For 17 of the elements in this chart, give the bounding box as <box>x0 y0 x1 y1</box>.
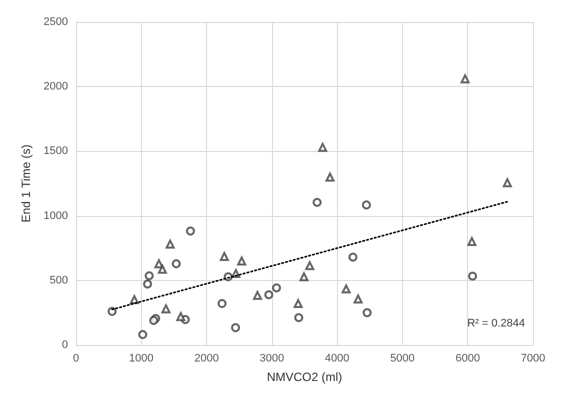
y-tick-label: 2500 <box>44 16 68 28</box>
annotation: R² = 0.2844 <box>467 318 526 330</box>
x-tick-label: 1000 <box>129 352 154 364</box>
x-tick-label: 7000 <box>520 352 546 364</box>
x-axis-title: NMVCO2 (ml) <box>266 370 342 384</box>
x-tick-label: 5000 <box>390 352 415 364</box>
x-tick-label: 3000 <box>260 352 284 364</box>
y-tick-label: 1500 <box>44 145 68 158</box>
y-tick-label: 500 <box>50 274 68 286</box>
y-tick-label: 0 <box>62 339 68 351</box>
x-tick-label: 2000 <box>194 352 219 364</box>
y-tick-label: 2000 <box>44 80 68 93</box>
y-tick-label: 1000 <box>44 210 68 222</box>
x-tick-label: 4000 <box>324 352 350 364</box>
x-tick-label: 6000 <box>455 352 480 364</box>
y-axis-title: End 1 Time (s) <box>19 144 33 223</box>
x-tick-label: 0 <box>72 352 80 364</box>
